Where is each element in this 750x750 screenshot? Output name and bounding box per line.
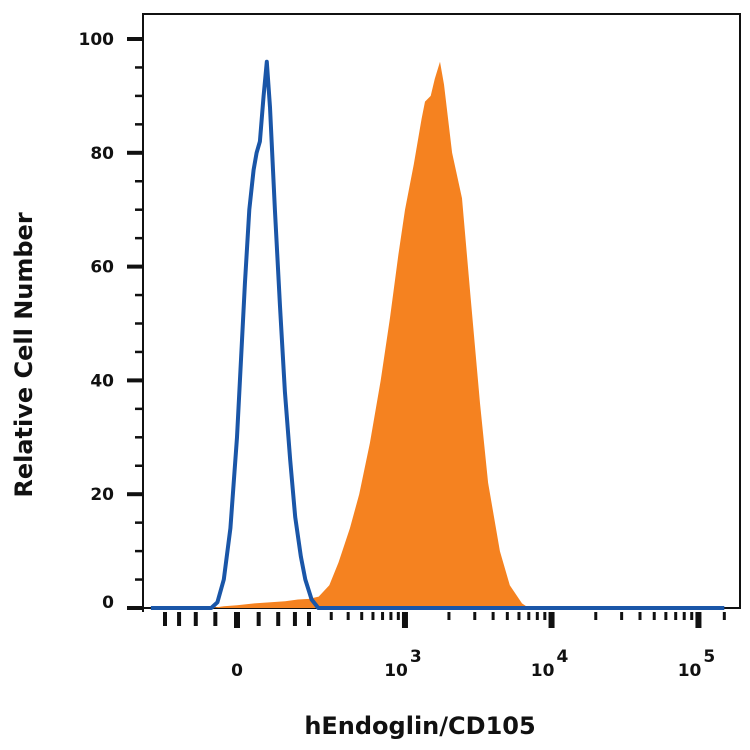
x-tick-exponent: 3 bbox=[410, 647, 422, 667]
x-axis-title: hEndoglin/CD105 bbox=[304, 712, 535, 740]
y-tick-label: 80 bbox=[90, 144, 114, 164]
series-0-fill bbox=[143, 61, 740, 609]
x-tick-label: 0 bbox=[231, 661, 243, 681]
y-tick-label: 0 bbox=[102, 593, 114, 613]
y-tick-label: 20 bbox=[90, 485, 114, 505]
x-tick-base: 10 bbox=[384, 661, 408, 681]
x-tick-base: 10 bbox=[678, 661, 702, 681]
series-1-outline bbox=[150, 59, 725, 610]
x-tick-exponent: 4 bbox=[556, 647, 568, 667]
x-tick-base: 10 bbox=[531, 661, 555, 681]
x-tick-label: 104 bbox=[531, 647, 569, 681]
y-axis-title: Relative Cell Number bbox=[10, 212, 38, 497]
x-tick-label: 103 bbox=[384, 647, 422, 681]
y-tick-label: 100 bbox=[79, 30, 115, 50]
series-layer bbox=[143, 59, 740, 610]
x-tick-base: 0 bbox=[231, 661, 243, 681]
y-axis: 0 20 40 60 80 100 bbox=[79, 14, 144, 613]
y-tick-label: 60 bbox=[90, 258, 114, 278]
x-tick-label: 105 bbox=[678, 647, 716, 681]
y-tick-label: 40 bbox=[90, 371, 114, 391]
x-tick-exponent: 5 bbox=[703, 647, 715, 667]
